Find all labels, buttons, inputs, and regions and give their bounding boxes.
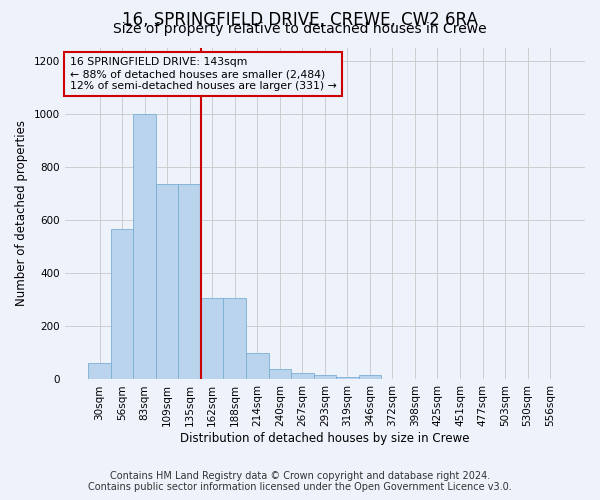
- Bar: [246, 353, 269, 380]
- Bar: [156, 184, 178, 380]
- Bar: [201, 298, 223, 380]
- Bar: [223, 298, 246, 380]
- Y-axis label: Number of detached properties: Number of detached properties: [15, 120, 28, 306]
- Text: Contains HM Land Registry data © Crown copyright and database right 2024.
Contai: Contains HM Land Registry data © Crown c…: [88, 471, 512, 492]
- Bar: [336, 377, 359, 380]
- Bar: [359, 374, 381, 380]
- Text: 16 SPRINGFIELD DRIVE: 143sqm
← 88% of detached houses are smaller (2,484)
12% of: 16 SPRINGFIELD DRIVE: 143sqm ← 88% of de…: [70, 58, 337, 90]
- Bar: [178, 184, 201, 380]
- Bar: [269, 370, 291, 380]
- Bar: [88, 363, 111, 380]
- X-axis label: Distribution of detached houses by size in Crewe: Distribution of detached houses by size …: [180, 432, 470, 445]
- Bar: [314, 374, 336, 380]
- Text: 16, SPRINGFIELD DRIVE, CREWE, CW2 6RA: 16, SPRINGFIELD DRIVE, CREWE, CW2 6RA: [122, 11, 478, 29]
- Bar: [133, 114, 156, 380]
- Text: Size of property relative to detached houses in Crewe: Size of property relative to detached ho…: [113, 22, 487, 36]
- Bar: [291, 373, 314, 380]
- Bar: [111, 230, 133, 380]
